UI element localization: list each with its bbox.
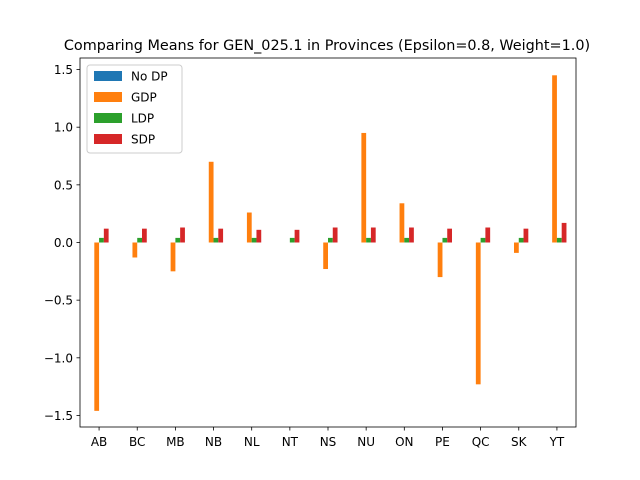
bar-sdp-ns: [332, 227, 338, 243]
legend-swatch-gdp: [94, 92, 122, 102]
x-tick-label: ON: [395, 435, 413, 449]
x-tick-label: NS: [320, 435, 337, 449]
legend-label: No DP: [131, 70, 168, 84]
chart-title: Comparing Means for GEN_025.1 in Provinc…: [64, 38, 590, 54]
legend-swatch-ldp: [94, 113, 122, 123]
bar-gdp-ns: [323, 242, 328, 270]
y-tick-label: 0.5: [54, 178, 73, 192]
bar-gdp-ab: [94, 242, 100, 411]
x-tick-label: YT: [549, 435, 565, 449]
y-tick-label: 1.0: [54, 121, 73, 135]
bar-sdp-nl: [256, 229, 262, 243]
y-tick-label: −0.5: [44, 294, 73, 308]
x-tick-label: QC: [472, 435, 490, 449]
x-tick-label: AB: [91, 435, 107, 449]
bar-sdp-on: [409, 227, 414, 243]
bar-gdp-nu: [361, 132, 367, 243]
plot-frame: [79, 57, 577, 428]
bar-gdp-sk: [514, 242, 519, 253]
bar-sdp-yt: [561, 222, 567, 243]
legend: No DP GDP LDP SDP: [86, 64, 183, 154]
x-tick-label: NL: [244, 435, 260, 449]
bar-ldp-ns: [328, 237, 333, 243]
bar-sdp-nu: [370, 227, 376, 243]
bar-sdp-qc: [485, 227, 491, 243]
bar-sdp-ab: [103, 228, 109, 243]
bar-ldp-ab: [99, 237, 104, 243]
bar-sdp-mb: [180, 227, 185, 243]
bar-gdp-bc: [132, 242, 138, 258]
bar-gdp-yt: [552, 75, 557, 243]
x-tick-label: NB: [205, 435, 222, 449]
bar-ldp-mb: [175, 237, 181, 243]
x-tick-label: NU: [357, 435, 375, 449]
bar-gdp-qc: [475, 242, 481, 385]
legend-label: SDP: [131, 133, 155, 147]
bar-ldp-nu: [366, 237, 371, 243]
y-tick-label: −1.0: [44, 351, 73, 365]
x-tick-label: SK: [511, 435, 528, 449]
bar-gdp-nb: [208, 161, 214, 243]
bar-ldp-bc: [137, 237, 142, 243]
bar-ldp-on: [404, 237, 410, 243]
bar-sdp-nb: [218, 228, 224, 243]
bar-sdp-sk: [523, 228, 529, 243]
x-axis: AB BC MB NB NL NT NS NU ON PE QC SK YT: [91, 427, 565, 449]
legend-label: LDP: [131, 112, 154, 126]
bar-sdp-pe: [447, 228, 452, 243]
bar-gdp-mb: [170, 242, 176, 272]
legend-swatch-no-dp: [94, 71, 122, 81]
bar-gdp-on: [399, 203, 405, 243]
y-tick-label: 1.5: [54, 63, 73, 77]
x-tick-label: BC: [129, 435, 145, 449]
y-axis: −1.5 −1.0 −0.5 0.0 0.5 1.0 1.5: [44, 63, 80, 423]
x-tick-label: MB: [166, 435, 185, 449]
x-tick-label: NT: [282, 435, 299, 449]
y-tick-label: 0.0: [54, 236, 73, 250]
bar-gdp-pe: [437, 242, 443, 278]
bar-ldp-qc: [480, 237, 486, 243]
bar-sdp-bc: [142, 228, 147, 243]
bar-sdp-nt: [294, 229, 300, 243]
y-tick-label: −1.5: [44, 409, 73, 423]
bar-ldp-nt: [289, 237, 295, 243]
bar-ldp-nb: [213, 237, 219, 243]
legend-swatch-sdp: [94, 134, 122, 144]
bar-ldp-nl: [251, 237, 257, 243]
x-tick-label: PE: [435, 435, 450, 449]
bars-group: [94, 75, 567, 411]
bar-ldp-sk: [518, 237, 524, 243]
legend-label: GDP: [131, 91, 157, 105]
bar-gdp-nl: [246, 212, 252, 243]
bar-ldp-pe: [442, 237, 448, 243]
bar-ldp-yt: [556, 237, 562, 243]
legend-box: [86, 64, 183, 154]
